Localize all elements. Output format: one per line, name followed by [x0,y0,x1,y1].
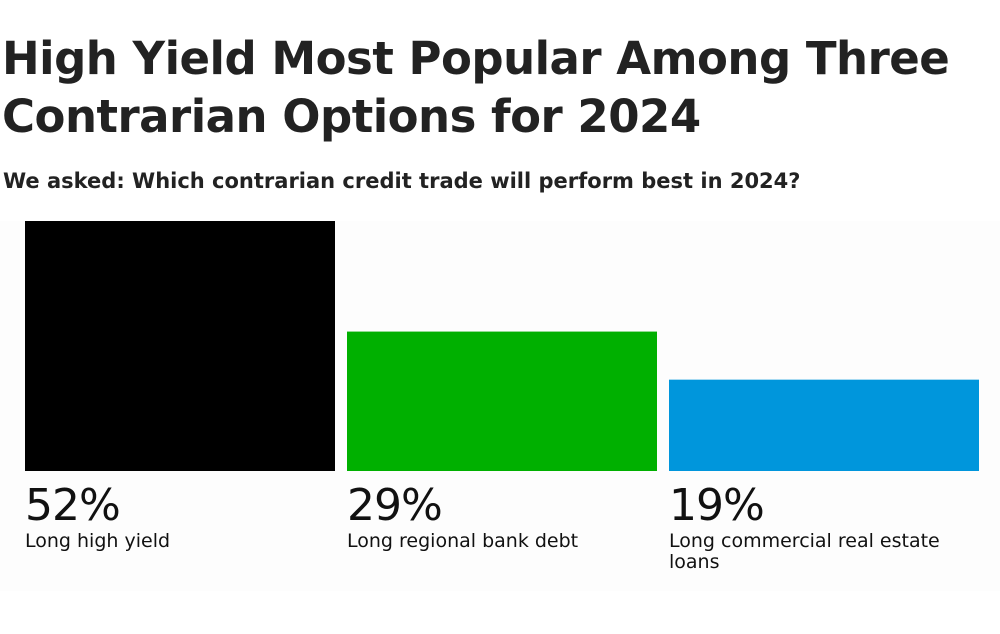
bar-long-commercial-real-estate-loans [669,379,979,471]
category-label: Long regional bank debt [347,530,579,552]
data-label: 29% [347,480,443,531]
data-label: 52% [25,480,121,531]
bar-long-high-yield [25,221,335,471]
bar-label-group-long-commercial-real-estate-loans: 19% Long commercial real estate loans [669,483,979,573]
category-label: Long high yield [25,530,171,552]
chart-area: 52% Long high yield 29% Long regional ba… [0,221,1000,591]
chart-title: High Yield Most Popular Among Three Cont… [2,32,950,143]
chart-subtitle: We asked: Which contrarian credit trade … [3,169,801,193]
data-label: 19% [669,480,765,531]
bar-long-regional-bank-debt [347,331,657,471]
bar-chart [25,221,979,471]
bar-label-group-long-regional-bank-debt: 29% Long regional bank debt [347,483,657,552]
category-label: Long commercial real estate loans [669,530,940,573]
bar-label-group-long-high-yield: 52% Long high yield [25,483,335,552]
